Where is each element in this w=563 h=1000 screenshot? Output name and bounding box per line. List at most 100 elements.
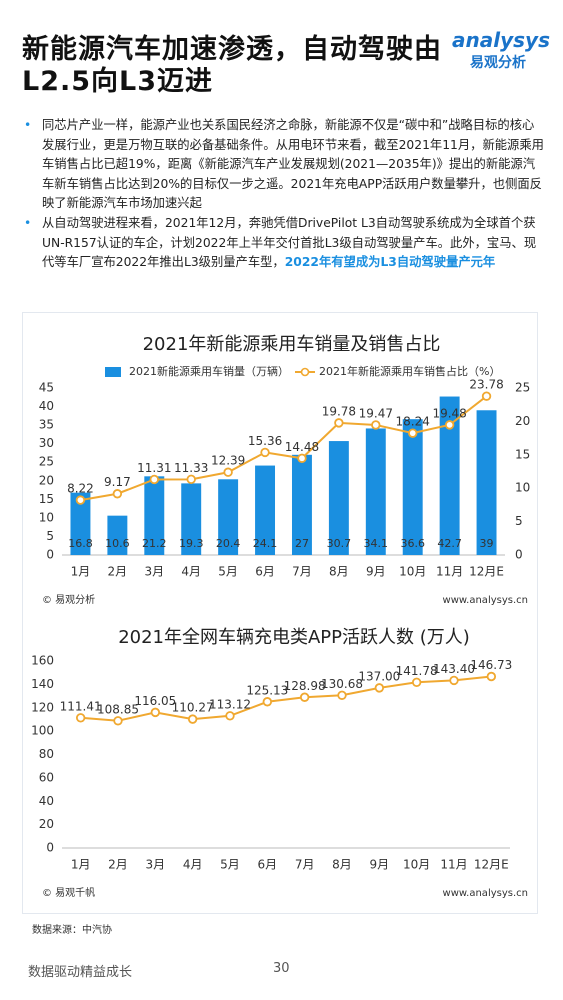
page-number: 30	[273, 961, 290, 976]
y2-tick-label: 0	[515, 548, 523, 562]
y-tick-label: 45	[39, 381, 54, 395]
y2-tick-label: 25	[515, 381, 530, 395]
line-marker	[187, 714, 198, 724]
y-tick-label: 30	[39, 436, 54, 450]
x-tick-label: 10月	[399, 565, 426, 579]
bullet-list: 同芯片产业一样，能源产业也关系国民经济之命脉，新能源不仅是“碳中和”战略目标的核…	[20, 116, 544, 273]
y-tick-label: 40	[39, 399, 54, 413]
bar	[255, 465, 276, 555]
source-note: 数据来源：中汽协	[32, 925, 112, 936]
bar-label: 36.6	[400, 537, 425, 550]
y-tick-label: 120	[31, 700, 54, 714]
page-title: 新能源汽车加速渗透，自动驾驶由L2.5向L3迈进	[22, 34, 442, 97]
line-label: 8.22	[67, 482, 94, 496]
line-marker	[297, 453, 307, 463]
y-tick-label: 80	[39, 747, 54, 761]
x-tick-label: 10月	[403, 858, 430, 872]
bar	[107, 515, 128, 555]
x-tick-label: 3月	[144, 565, 164, 579]
chart-panel	[22, 312, 538, 914]
line-label: 137.00	[358, 669, 400, 683]
bar-label: 16.8	[68, 537, 93, 550]
x-tick-label: 8月	[329, 565, 349, 579]
x-tick-label: 5月	[220, 858, 240, 872]
logo: analysys	[452, 28, 550, 52]
line-marker	[149, 474, 159, 485]
line-label: 116.05	[134, 694, 176, 708]
bar	[402, 419, 423, 555]
line-label: 113.12	[209, 697, 251, 711]
bar	[181, 483, 202, 555]
chart-url: www.analysys.cn	[443, 595, 528, 606]
logo-sub: 易观分析	[470, 55, 526, 71]
x-tick-label: 6月	[258, 858, 278, 872]
bar	[439, 396, 460, 555]
y2-tick-label: 15	[515, 447, 530, 461]
bar	[70, 492, 91, 555]
y-tick-label: 160	[31, 654, 54, 668]
line-label: 11.31	[137, 461, 171, 475]
line-label: 14.48	[285, 440, 319, 454]
legend-label: 2021新能源乘用车销量（万辆）	[129, 364, 289, 378]
x-tick-label: 2月	[108, 565, 128, 579]
line-label: 19.48	[432, 406, 466, 420]
line-marker	[299, 692, 310, 702]
line-marker	[262, 697, 273, 707]
line-marker	[75, 495, 86, 505]
line-label: 111.41	[60, 699, 102, 713]
line-label: 18.24	[396, 415, 430, 429]
line-marker	[444, 420, 455, 430]
line-label: 143.40	[433, 662, 475, 676]
bar-label: 34.1	[364, 537, 389, 550]
legend-swatch	[300, 367, 310, 377]
line-marker	[411, 677, 422, 687]
x-tick-label: 8月	[332, 858, 352, 872]
bar	[365, 428, 386, 555]
line-marker	[223, 467, 233, 477]
y-tick-label: 60	[39, 770, 54, 784]
bullet: 从自动驾驶进程来看，2021年12月，奔驰凭借DrivePilot L3自动驾驶…	[20, 214, 544, 273]
line-label: 23.78	[469, 378, 503, 392]
x-tick-label: 7月	[295, 858, 315, 872]
y2-tick-label: 5	[515, 514, 523, 528]
x-tick-label: 1月	[71, 858, 91, 872]
x-tick-label: 4月	[183, 858, 203, 872]
y-tick-label: 140	[31, 677, 54, 691]
bullet: 同芯片产业一样，能源产业也关系国民经济之命脉，新能源不仅是“碳中和”战略目标的核…	[20, 116, 544, 214]
y-tick-label: 10	[39, 510, 54, 524]
line-label: 108.85	[97, 702, 139, 716]
bar	[476, 410, 497, 555]
bar-label: 24.1	[253, 537, 278, 550]
line-label: 12.39	[211, 454, 245, 468]
line-label: 110.27	[172, 701, 214, 715]
bar-label: 21.2	[142, 537, 167, 550]
x-tick-label: 1月	[71, 565, 91, 579]
y-tick-label: 5	[46, 529, 54, 543]
line-marker	[449, 675, 459, 686]
chart-title: 2021年新能源乘用车销量及销售占比	[143, 334, 441, 355]
line-marker	[260, 447, 270, 458]
line-label: 19.47	[359, 406, 393, 420]
y-tick-label: 0	[46, 841, 54, 855]
bar	[291, 454, 312, 555]
y-tick-label: 20	[39, 817, 54, 831]
line	[80, 395, 488, 502]
bar-label: 19.3	[179, 537, 204, 550]
y-tick-label: 100	[31, 724, 54, 738]
line-marker	[334, 418, 344, 428]
bar-label: 30.7	[327, 537, 352, 550]
line-label: 128.98	[284, 679, 326, 693]
line-marker	[337, 690, 347, 700]
bar-label: 42.7	[437, 537, 462, 550]
line-marker	[113, 716, 123, 726]
x-tick-label: 9月	[370, 858, 390, 872]
chart-url: www.analysys.cn	[443, 888, 528, 899]
x-tick-label: 11月	[440, 858, 467, 872]
bullet-highlight: 2022年有望成为L3自动驾驶量产元年	[284, 255, 496, 270]
line-marker	[481, 391, 492, 401]
line-marker	[374, 683, 385, 693]
x-tick-label: 4月	[181, 565, 201, 579]
line-marker	[75, 713, 86, 723]
x-tick-label: 12月E	[474, 858, 509, 872]
line-label: 141.78	[396, 664, 438, 678]
